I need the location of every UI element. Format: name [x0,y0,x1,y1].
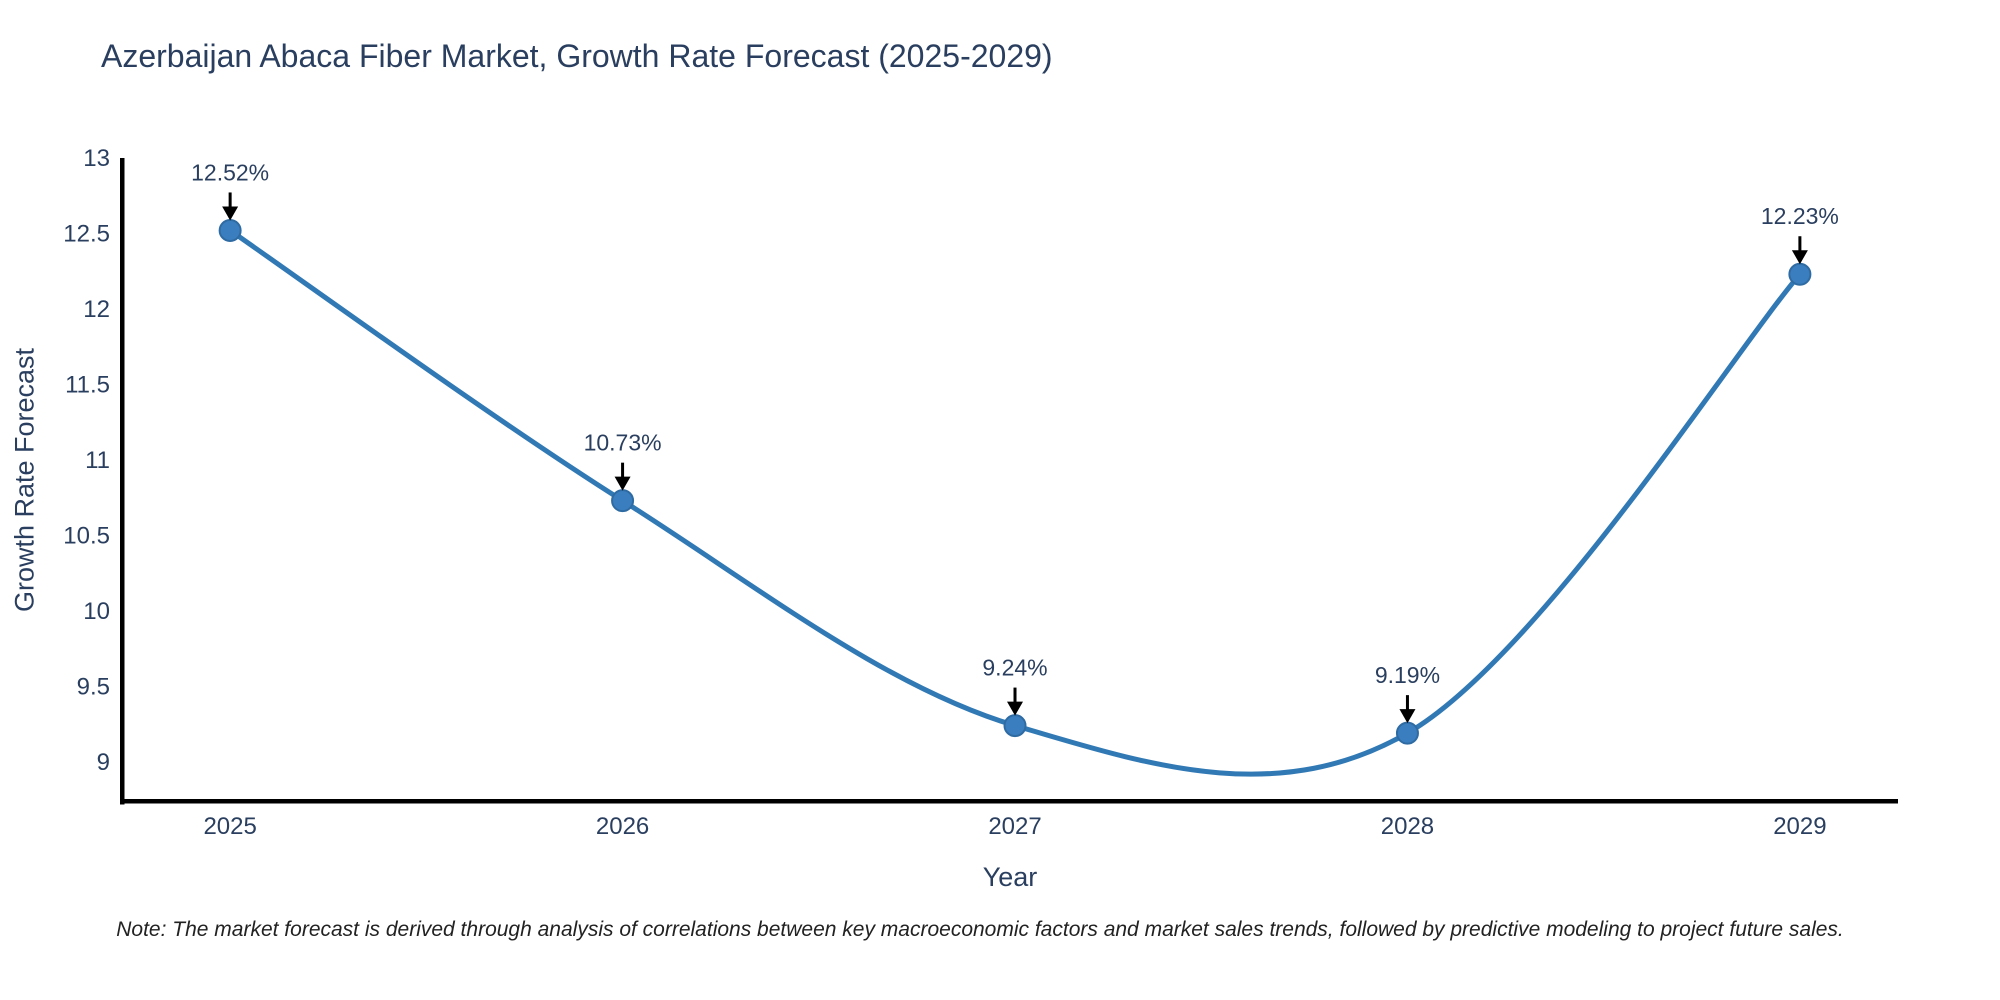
annotation-label: 9.24% [982,655,1047,681]
annotation-label: 12.23% [1761,203,1839,229]
x-axis-line [120,799,1898,804]
x-tick-label: 2025 [203,813,256,840]
annotation-arrowhead-icon [1399,709,1416,724]
y-tick-label: 13 [83,145,110,172]
x-axis-title: Year [982,862,1038,892]
y-tick-label: 10.5 [63,522,110,549]
annotation-arrowhead-icon [1791,250,1808,265]
x-tick-label: 2029 [1773,813,1826,840]
footnote: Note: The market forecast is derived thr… [116,918,1844,941]
x-tick-label: 2026 [596,813,649,840]
y-tick-label: 10 [83,598,110,625]
data-point-marker [1395,721,1419,745]
data-point-marker [1003,714,1027,738]
data-point-marker [1788,262,1812,286]
x-tick-label: 2028 [1381,813,1434,840]
y-tick-label: 11 [85,447,110,474]
annotation-label: 10.73% [584,430,662,456]
y-tick-label: 12 [83,296,110,323]
y-axis-line [120,158,125,805]
annotation-label: 9.19% [1375,662,1440,688]
annotation-arrowhead-icon [222,206,239,221]
annotation-arrowhead-icon [1007,701,1024,716]
y-tick-label: 9.5 [77,673,110,700]
y-tick-label: 12.5 [63,220,110,247]
annotation-arrowhead-icon [614,476,631,491]
x-tick-label: 2027 [988,813,1041,840]
data-point-marker [611,489,635,513]
annotation-label: 12.52% [191,159,269,185]
y-tick-label: 9 [97,749,110,776]
y-tick-label: 11.5 [65,371,110,398]
y-axis-title: Growth Rate Forecast [9,347,40,613]
chart-title: Azerbaijan Abaca Fiber Market, Growth Ra… [101,38,1053,74]
data-point-marker [218,218,242,242]
